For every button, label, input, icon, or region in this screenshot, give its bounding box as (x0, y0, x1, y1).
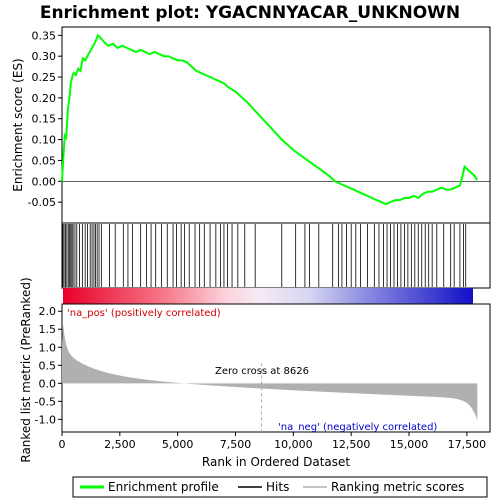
legend-hits-label: Hits (266, 480, 289, 494)
negative-correlation-label: 'na_neg' (negatively correlated) (278, 422, 437, 433)
x-tick-label: 2,500 (104, 438, 136, 451)
es-y-tick-label: 0.15 (32, 113, 57, 126)
metric-y-axis-label: Ranked list metric (PreRanked) (19, 277, 33, 462)
es-y-axis-label: Enrichment score (ES) (11, 58, 25, 191)
x-tick-label: 12,500 (332, 438, 371, 451)
rank-color-bar (63, 288, 473, 304)
es-y-tick-label: 0.35 (32, 29, 57, 42)
es-panel-frame (61, 26, 491, 224)
metric-y-tick-label: 0.5 (39, 359, 57, 372)
metric-y-tick-label: 2.0 (39, 305, 57, 318)
x-tick-label: 0 (59, 438, 66, 451)
es-y-tick-label: 0.05 (32, 154, 57, 167)
enrichment-profile-line (61, 33, 479, 206)
metric-y-tick-label: 0.0 (39, 377, 57, 390)
es-y-tick-label: 0.10 (32, 134, 57, 147)
metric-y-tick-label: -1.0 (35, 413, 56, 426)
es-y-tick-label: 0.00 (32, 175, 57, 188)
es-y-tick-label: 0.25 (32, 71, 57, 84)
metric-y-tick-label: 1.5 (39, 323, 57, 336)
legend-enrichment-label: Enrichment profile (108, 480, 219, 494)
x-tick-label: 15,000 (390, 438, 429, 451)
es-y-tick-label: 0.30 (32, 50, 57, 63)
positive-correlation-label: 'na_pos' (positively correlated) (67, 308, 221, 319)
es-y-tick-label: 0.20 (32, 92, 57, 105)
chart-title: Enrichment plot: YGACNNYACAR_UNKNOWN (40, 3, 460, 23)
metric-y-tick-label: -0.5 (35, 395, 56, 408)
hits-panel-frame (61, 222, 491, 289)
es-y-tick-label: -0.05 (28, 196, 56, 209)
x-tick-label: 7,500 (220, 438, 252, 451)
x-axis-label: Rank in Ordered Dataset (202, 455, 350, 469)
legend-box (72, 476, 488, 498)
x-tick-label: 10,000 (274, 438, 313, 451)
hit-markers (62, 224, 467, 287)
legend-ranking-label: Ranking metric scores (331, 480, 464, 494)
x-tick-label: 17,500 (448, 438, 487, 451)
metric-y-tick-label: 1.0 (39, 341, 57, 354)
metric-panel-frame (61, 303, 491, 433)
x-tick-label: 5,000 (162, 438, 194, 451)
zero-cross-label: Zero cross at 8626 (215, 366, 309, 377)
